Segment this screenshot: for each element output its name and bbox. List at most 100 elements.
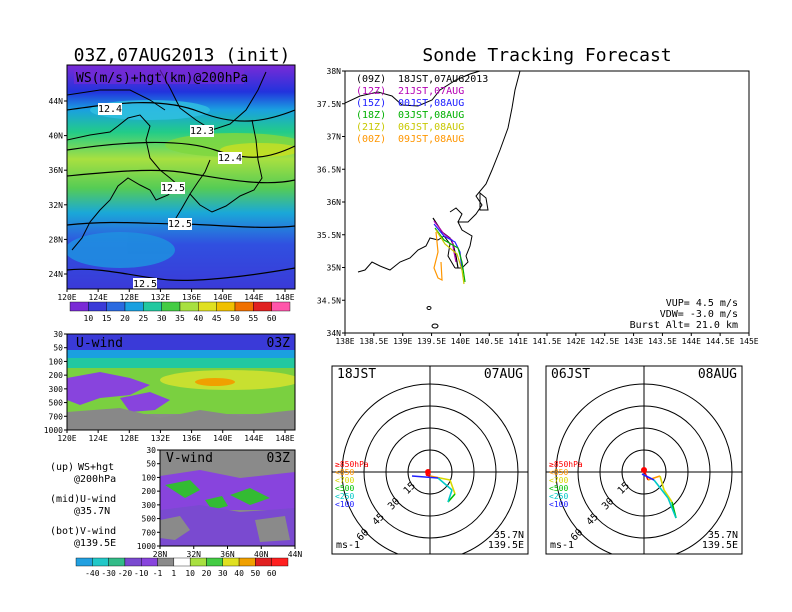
run-text: 21JST,07AUG	[398, 86, 464, 97]
hodo-segment	[439, 477, 451, 481]
track-lon-label: 139.5E	[417, 337, 446, 346]
colorbar-swatch	[88, 301, 107, 312]
track-lon-label: 139E	[393, 337, 412, 346]
colorbar-swatch	[222, 557, 240, 567]
colorbar-tick: 35	[175, 314, 185, 323]
hodo-unit: ms-1	[550, 540, 574, 551]
colorbar-swatch	[216, 301, 236, 312]
tracking-lon-ticks: 138E 138.5E 139E 139.5E 140E 140.5E 141E 141.5E…	[335, 333, 759, 346]
contour-label: 12.3	[190, 126, 214, 137]
wind-colorbar: -40 -30 -20 -10 -1 1 10 20 30 40 50 60	[75, 557, 289, 578]
v-pressure-label: 300	[142, 501, 157, 510]
map-lon-label: 136E	[182, 293, 201, 302]
colorbar-swatch	[271, 557, 289, 567]
u-lon-ticks: 120E 124E 128E 132E 136E 140E 144E 148E	[57, 430, 295, 443]
u-wind-panel: U-wind 03Z	[66, 333, 296, 431]
note-text: V-wind	[80, 526, 116, 537]
track-lat-label: 35.5N	[317, 231, 341, 240]
tracking-lat-ticks: 38N 37.5N 37N 36.5N 36N 35.5N 35N 34.5N 34N	[317, 67, 345, 338]
map-lon-label: 128E	[120, 293, 139, 302]
note-tag: (up)	[50, 462, 74, 473]
note-sub: @139.5E	[74, 538, 116, 549]
map-lat-ticks: 44N 40N 36N 32N 28N 24N	[49, 97, 67, 279]
map-label: WS(m/s)+hgt(km)@200hPa	[76, 71, 248, 86]
param-vdw: VDW= -3.0 m/s	[660, 309, 738, 320]
hodo-level: <700	[335, 476, 354, 485]
run-text: 00JST,08AUG	[398, 98, 464, 109]
colorbar-swatch	[157, 557, 175, 567]
track-lat-label: 35N	[327, 264, 342, 273]
v-wind-label: V-wind	[166, 451, 213, 466]
colorbar-tick: -40	[85, 569, 100, 578]
hodo-segment	[653, 479, 669, 499]
track-lon-label: 141.5E	[533, 337, 562, 346]
v-lat-label: 44N	[288, 550, 303, 559]
v-pressure-label: 700	[142, 528, 157, 537]
hodo-lon: 139.5E	[488, 540, 524, 551]
colorbar-swatch	[124, 557, 142, 567]
hodo-level: <100	[549, 500, 568, 509]
note-text: U-wind	[80, 494, 116, 505]
run-text: 18JST,07AUG2013	[398, 74, 488, 85]
track-lat-label: 36N	[327, 198, 342, 207]
note-text: WS+hgt	[78, 462, 114, 473]
v-wind-panel: V-wind 03Z	[159, 449, 296, 547]
run-tag: (00Z)	[356, 134, 386, 145]
u-lon-label: 140E	[213, 434, 232, 443]
note-tag: (bot)	[50, 526, 80, 537]
track-lat-label: 37.5N	[317, 100, 341, 109]
track-lon-label: 144.5E	[706, 337, 735, 346]
colorbar-swatch	[238, 557, 256, 567]
map-lat-label: 28N	[49, 235, 64, 244]
v-wind-time: 03Z	[267, 451, 291, 466]
hodo-lon: 139.5E	[702, 540, 738, 551]
map-lat-label: 32N	[49, 201, 64, 210]
colorbar-tick: 20	[120, 314, 130, 323]
hodo-unit: ms-1	[336, 540, 360, 551]
tracking-title: Sonde Tracking Forecast	[422, 45, 671, 66]
v-lat-label: 32N	[187, 550, 202, 559]
param-vup: VUP= 4.5 m/s	[666, 298, 738, 309]
map-lon-label: 140E	[213, 293, 232, 302]
hodo-segment	[425, 474, 431, 477]
v-pressure-label: 200	[142, 487, 157, 496]
note-sub: @35.7N	[74, 506, 110, 517]
u-pressure-label: 1000	[44, 426, 63, 435]
colorbar-tick: 60	[267, 314, 277, 323]
v-pressure-label: 1000	[137, 542, 156, 551]
hodo-lat: 35.7N	[708, 530, 738, 541]
track-lon-label: 138.5E	[359, 337, 388, 346]
colorbar-tick: -1	[153, 569, 163, 578]
u-lon-label: 120E	[57, 434, 76, 443]
hodo-segment	[659, 475, 665, 491]
hodo-time: 06JST	[551, 367, 590, 382]
colorbar-swatch	[179, 301, 199, 312]
v-lat-label: 40N	[254, 550, 269, 559]
map-lon-label: 144E	[244, 293, 263, 302]
colorbar-tick: 10	[84, 314, 94, 323]
map-lon-label: 148E	[275, 293, 294, 302]
track-lon-label: 142.5E	[590, 337, 619, 346]
run-text: 03JST,08AUG	[398, 110, 464, 121]
colorbar-swatch	[198, 301, 217, 312]
hodo-level: <100	[335, 500, 354, 509]
u-pressure-label: 500	[49, 399, 64, 408]
hodo-segment	[449, 479, 456, 495]
map-lon-label: 132E	[151, 293, 170, 302]
v-lat-label: 36N	[220, 550, 235, 559]
map-lat-label: 44N	[49, 97, 64, 106]
run-tag: (15Z)	[356, 98, 386, 109]
colorbar-tick: 40	[234, 569, 244, 578]
hodo-origin	[641, 467, 647, 473]
colorbar-swatch	[173, 557, 191, 567]
hodo-level: <250	[549, 492, 568, 501]
u-pressure-ticks: 30 50 100 200 300 500 700 1000	[44, 330, 67, 435]
colorbar-tick: 50	[230, 314, 240, 323]
colorbar-swatch	[124, 301, 144, 312]
map-lon-ticks: 120E 124E 128E 132E 136E 140E 144E 148E	[57, 289, 295, 302]
colorbar-swatch	[253, 301, 272, 312]
colorbar-swatch	[234, 301, 254, 312]
colorbar-tick: -20	[118, 569, 133, 578]
